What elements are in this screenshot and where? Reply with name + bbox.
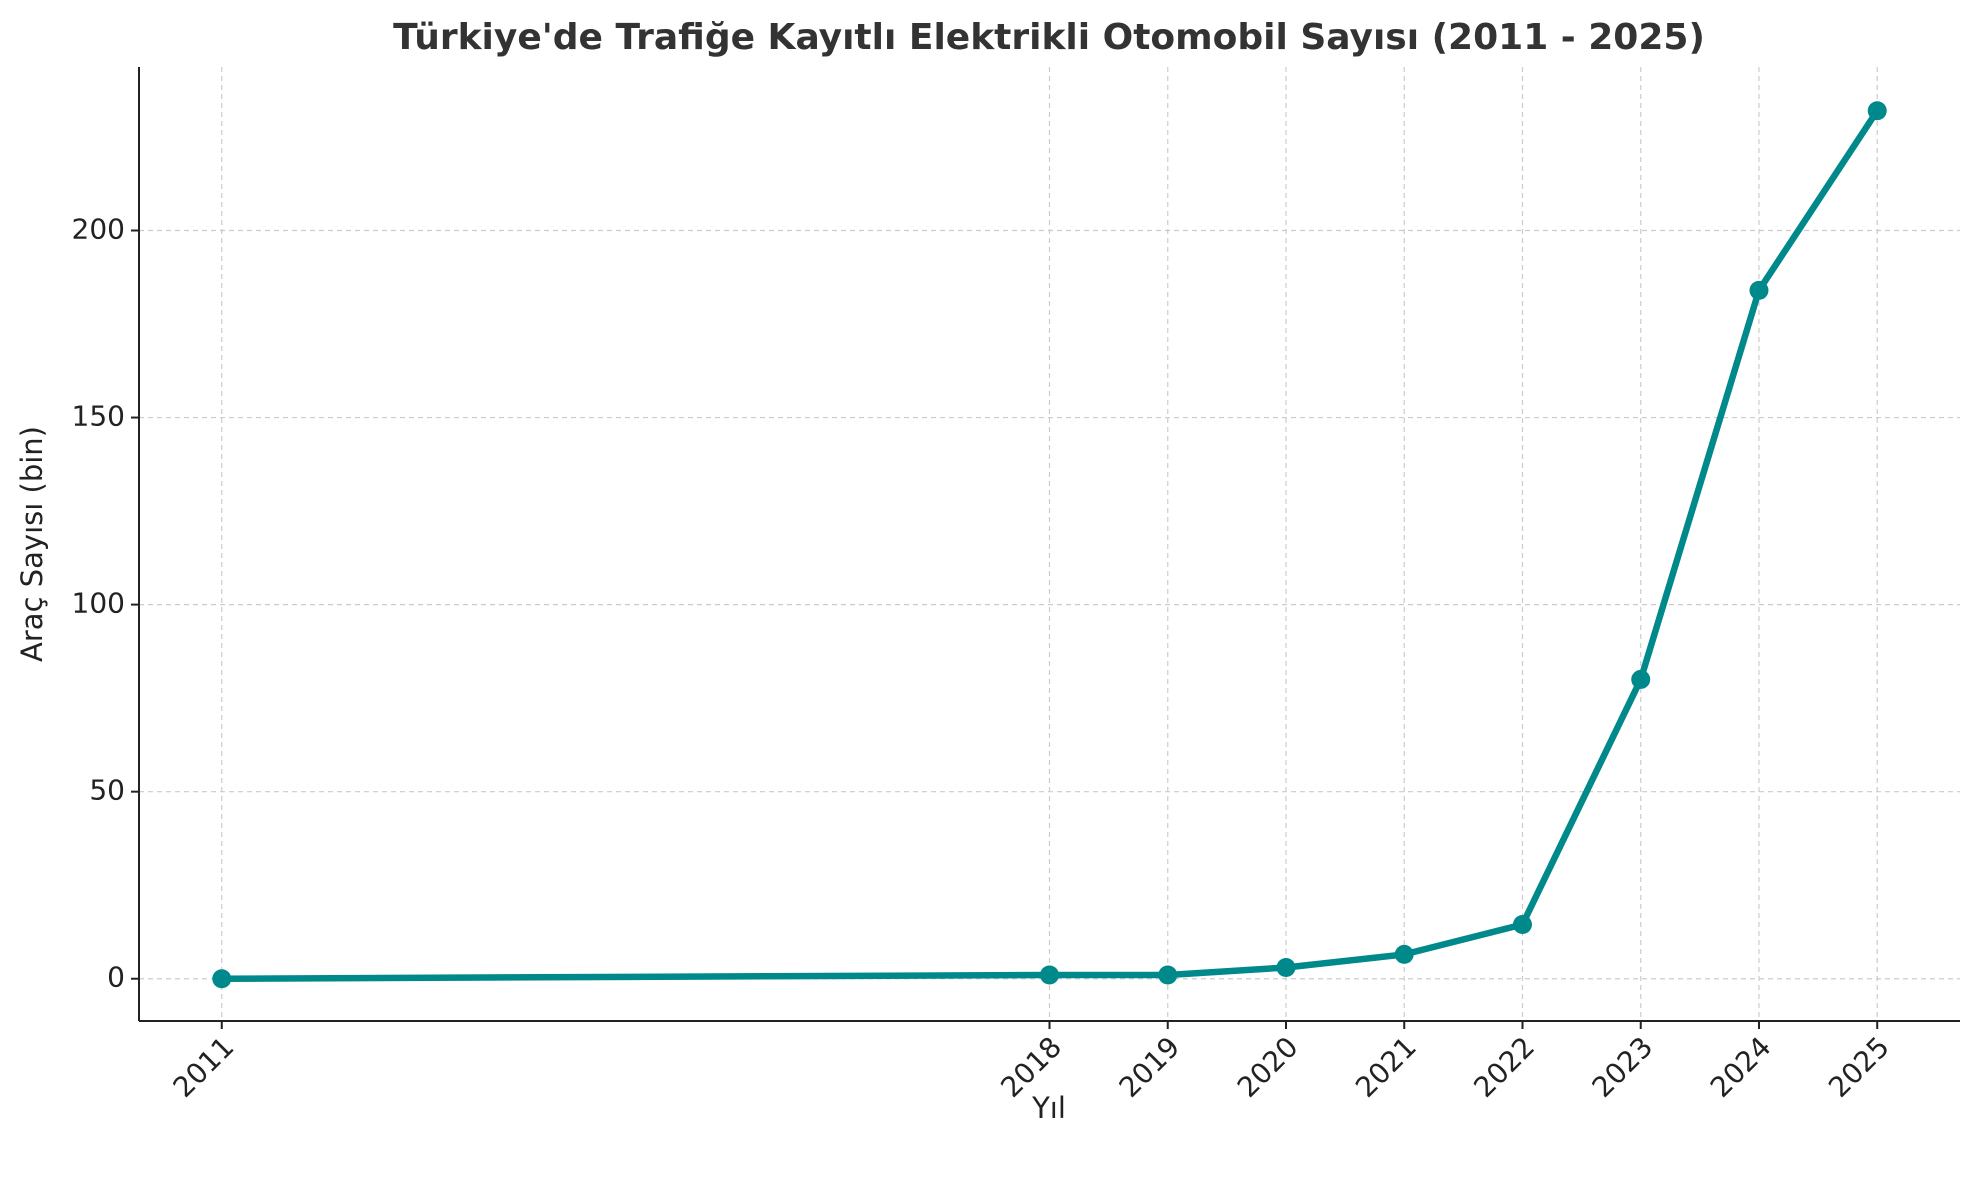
data-point [1512, 914, 1532, 934]
y-tick-label: 100 [72, 587, 125, 620]
x-tick-label: 2020 [1231, 1030, 1305, 1104]
x-tick-label: 2021 [1349, 1030, 1423, 1104]
y-axis-label: Araç Sayısı (bin) [15, 426, 49, 662]
data-point [1749, 280, 1769, 300]
data-point [1867, 101, 1887, 121]
data-point [1158, 965, 1178, 985]
x-tick-label: 2011 [167, 1030, 241, 1104]
y-tick-label: 200 [72, 212, 125, 245]
x-tick-label: 2023 [1586, 1030, 1660, 1104]
x-tick-label: 2025 [1822, 1030, 1896, 1104]
y-tick-label: 150 [72, 400, 125, 433]
data-point [1040, 965, 1059, 985]
y-tick-label: 50 [89, 774, 125, 807]
x-tick-label: 2022 [1467, 1030, 1541, 1104]
data-point [212, 969, 232, 989]
x-tick-label: 2019 [1113, 1030, 1187, 1104]
x-axis-label: Yıl [1031, 1091, 1066, 1125]
y-tick-label: 0 [107, 961, 125, 994]
data-point [1631, 669, 1651, 689]
x-tick-label: 2024 [1704, 1030, 1778, 1104]
data-point [1394, 944, 1414, 964]
data-point [1276, 958, 1296, 978]
chart-title: Türkiye'de Trafiğe Kayıtlı Elektrikli Ot… [393, 17, 1705, 58]
